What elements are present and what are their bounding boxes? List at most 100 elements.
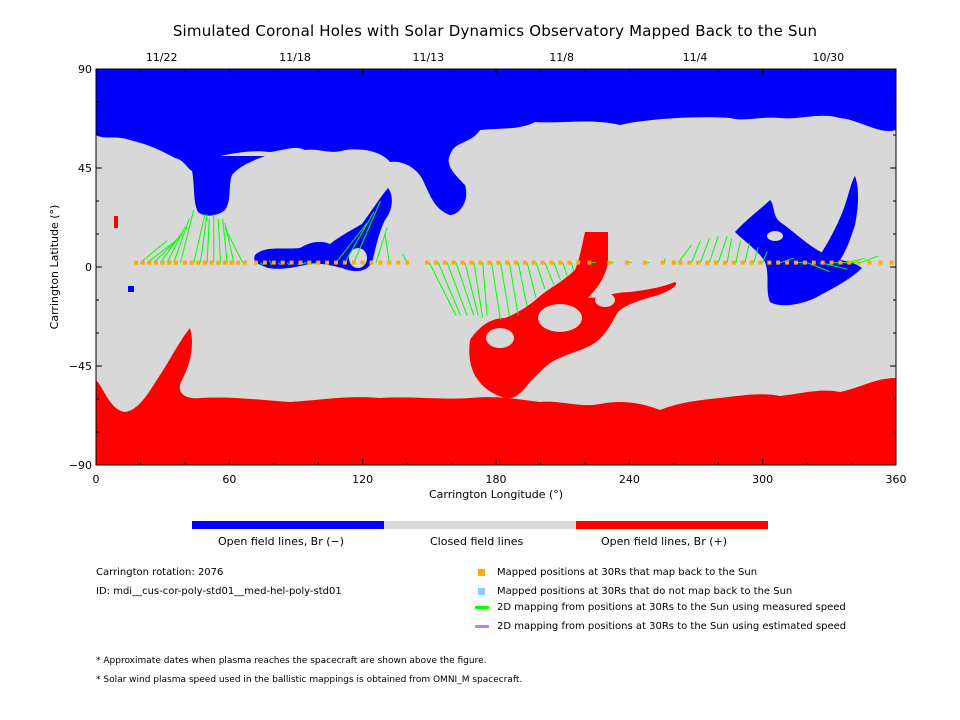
mapping-line [499, 262, 510, 316]
mapped-point [740, 260, 745, 265]
mapped-point [369, 260, 374, 265]
mapped-point [222, 260, 227, 265]
mapped-point [216, 260, 221, 265]
mapping-line [571, 262, 575, 272]
mapping-line [206, 218, 210, 263]
mapping-line [508, 262, 519, 316]
x-tick-label: 120 [352, 473, 373, 486]
top-date-label: 11/18 [279, 51, 311, 64]
mapped-point [262, 260, 267, 265]
mapping-line [562, 262, 568, 276]
mapped-point [696, 260, 701, 265]
mapped-point [687, 260, 692, 265]
colorbar-closed [384, 521, 576, 529]
mapped-point [342, 260, 347, 265]
mapped-point [236, 260, 241, 265]
mapped-point [785, 260, 790, 265]
mapping-line [173, 218, 190, 263]
mapping-line [384, 233, 390, 263]
mapping-line [446, 262, 468, 316]
mapped-point [196, 260, 201, 265]
mapping-line [482, 262, 488, 316]
y-axis-label: Carrington Latitude (°) [48, 205, 61, 330]
mapped-point [160, 260, 165, 265]
mapped-point [731, 260, 736, 265]
colorbar-label-negative: Open field lines, Br (−) [218, 535, 345, 548]
mapping-line [166, 227, 186, 263]
mapped-point [387, 260, 392, 265]
chart-title: Simulated Coronal Holes with Solar Dynam… [172, 22, 818, 40]
mapping-line [691, 240, 701, 263]
mapped-point [889, 260, 894, 265]
x-tick-label: 240 [619, 473, 640, 486]
x-tick-label: 360 [886, 473, 907, 486]
mapping-line [708, 236, 719, 263]
top-date-label: 10/30 [812, 51, 844, 64]
x-axis-label: Carrington Longitude (°) [429, 488, 563, 501]
mapped-point [531, 260, 536, 265]
mapped-point [776, 260, 781, 265]
mapping-line [335, 222, 368, 263]
mapping-line [753, 247, 759, 263]
run-id-label: ID: mdi__cus-cor-poly-std01__med-hel-pol… [96, 586, 342, 597]
legend-measured: 2D mapping from positions at 30Rs to the… [497, 602, 846, 613]
mapped-point [607, 260, 612, 265]
mapped-point [642, 260, 647, 265]
mapped-point [396, 260, 401, 265]
mapping-line [277, 262, 281, 266]
negative-hole-east [735, 200, 862, 306]
mapped-point [280, 260, 285, 265]
mapping-line [473, 262, 484, 318]
mapped-point [307, 260, 312, 265]
x-tick-label: 0 [93, 473, 100, 486]
mapped-point [202, 260, 207, 265]
mapping-line [762, 251, 768, 263]
mapped-point [334, 260, 338, 265]
top-date-label: 11/4 [683, 51, 708, 64]
mapping-line [344, 211, 375, 263]
mapped-point [254, 260, 258, 265]
mapped-point [325, 260, 330, 265]
mapping-line [820, 262, 848, 270]
mapped-point [289, 260, 294, 265]
mapped-point [576, 260, 581, 265]
mapped-point [549, 260, 554, 265]
mapped-point [147, 260, 152, 265]
mapped-point [298, 260, 303, 265]
mapping-line [224, 227, 244, 263]
mapped-point [514, 260, 518, 265]
mapped-point [434, 260, 438, 265]
y-tick-label: −90 [69, 459, 92, 472]
mapping-line [146, 240, 177, 263]
mapped-point [558, 260, 563, 265]
mapped-point [174, 260, 178, 265]
negative-lobe-north [190, 156, 265, 216]
mapping-line [286, 262, 290, 266]
mapping-line [491, 262, 501, 320]
mapped-point [722, 260, 727, 265]
mapping-line [353, 200, 381, 263]
colorbar-positive [576, 521, 768, 529]
mapped-point [167, 260, 172, 265]
mapped-point [811, 260, 816, 265]
note-speed: * Solar wind plasma speed used in the ba… [96, 675, 523, 685]
mapped-point [378, 260, 383, 265]
mapped-point [360, 260, 365, 265]
mapped-point [838, 260, 843, 265]
mapping-line [375, 227, 388, 263]
mapped-point [829, 260, 834, 265]
mapping-line [464, 262, 479, 316]
colorbar-label-positive: Open field lines, Br (+) [601, 535, 728, 548]
mapped-point [802, 260, 807, 265]
legend-not-mapped-swatch [478, 588, 485, 595]
y-tick-label: 90 [78, 63, 92, 76]
legend-mapped-swatch [478, 569, 485, 576]
mapping-line [199, 214, 208, 263]
x-tick-label: 60 [222, 473, 236, 486]
mapping-line [806, 262, 830, 272]
north-polar-hole [96, 69, 896, 215]
mapping-line [217, 218, 221, 263]
mapped-point [496, 260, 501, 265]
